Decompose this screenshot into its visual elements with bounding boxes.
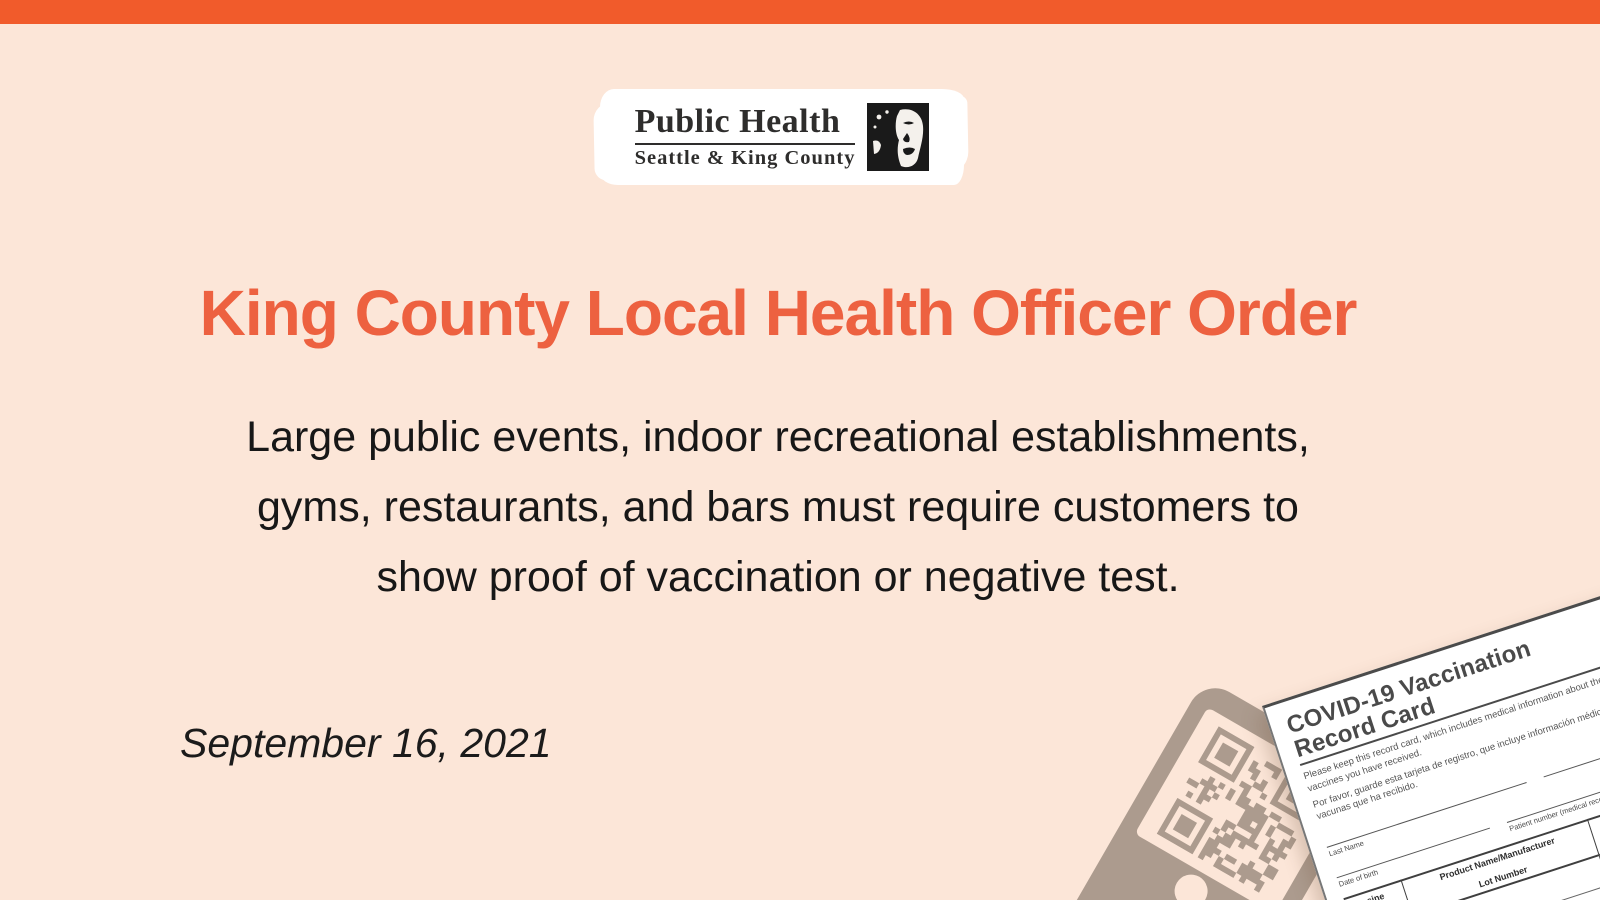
order-summary-line: Large public events, indoor recreational… bbox=[246, 413, 1310, 461]
order-summary-line: gyms, restaurants, and bars must require… bbox=[257, 483, 1299, 531]
logo-divider bbox=[634, 142, 856, 145]
page-title: King County Local Health Officer Order bbox=[199, 277, 1358, 349]
mlk-portrait-icon bbox=[867, 103, 930, 171]
smartphone-illustration bbox=[1035, 678, 1374, 900]
top-accent-bar bbox=[0, 0, 1600, 24]
qr-code-icon bbox=[1156, 726, 1326, 893]
phone-screen bbox=[1134, 707, 1348, 900]
logo-subtitle: Seattle & King County bbox=[634, 146, 856, 169]
order-summary-line: show proof of vaccination or negative te… bbox=[376, 553, 1180, 601]
order-date: September 16, 2021 bbox=[180, 720, 552, 766]
logo-text-block: Public Health Seattle & King County bbox=[634, 103, 856, 170]
order-summary: Large public events, indoor recreational… bbox=[0, 402, 1556, 612]
vaccination-record-card: COVID-19 Vaccination Record Card CDC Ple… bbox=[1262, 545, 1600, 900]
logo-title: Public Health bbox=[634, 103, 841, 141]
public-health-logo: Public Health Seattle & King County bbox=[600, 89, 964, 185]
